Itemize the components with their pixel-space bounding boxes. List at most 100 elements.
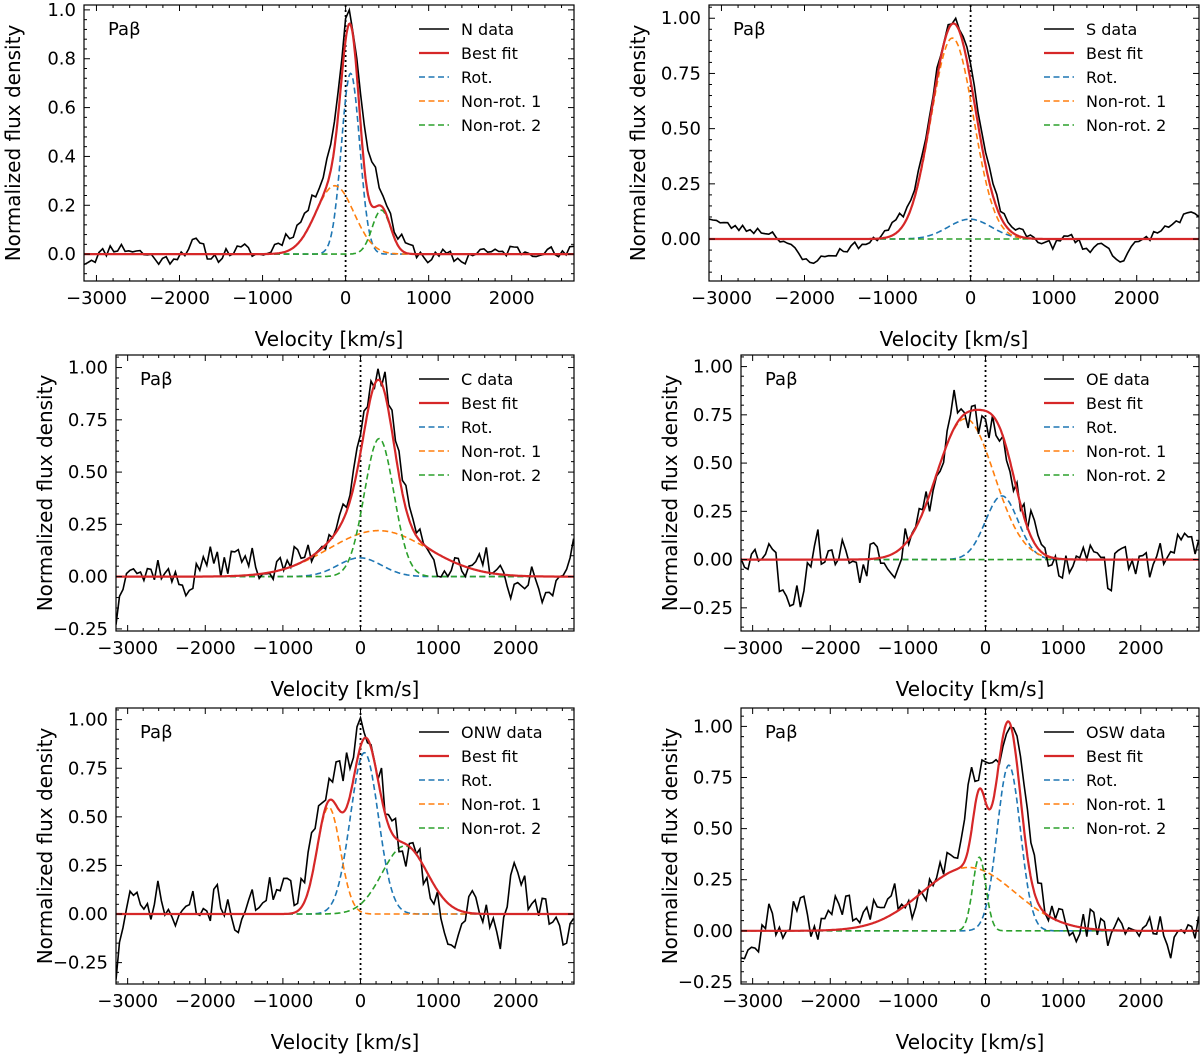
y-tick-label: 0.4 <box>47 146 76 167</box>
panel-4: −3000 −2000 −1000 0 1000 2000 −0.25 0.00 0.25 0.5… <box>658 354 1200 701</box>
legend-label: ONW data <box>461 723 543 742</box>
x-tick-label: 2000 <box>1114 288 1160 309</box>
plot-area <box>116 355 574 631</box>
series-best-fit-line <box>84 22 574 256</box>
legend-label: Non-rot. 2 <box>1086 819 1166 838</box>
y-tick-label: 0.50 <box>661 119 701 140</box>
legend-label: Rot. <box>1086 771 1118 790</box>
panel-5: −3000 −2000 −1000 0 1000 2000 −0.25 0.00 0.25 0.5… <box>33 707 575 1054</box>
y-tick-label: −0.25 <box>53 619 108 640</box>
y-tick-label: 0.25 <box>68 855 108 876</box>
legend-label: OE data <box>1086 370 1150 389</box>
series-data-line <box>741 726 1199 960</box>
x-tick-label: 2000 <box>493 991 539 1012</box>
legend-label: Best fit <box>461 747 518 766</box>
x-axis-label: Velocity [km/s] <box>896 1030 1045 1054</box>
x-tick-label: 1000 <box>1040 638 1086 659</box>
line-annotation: Paβ <box>140 722 173 743</box>
y-tick-label: 0.50 <box>68 807 108 828</box>
series-data-line <box>116 715 574 980</box>
series-best-fit-line <box>741 408 1199 561</box>
legend: N data Best fit Rot. Non-rot. 1 Non-rot. 2 <box>419 20 541 135</box>
legend-label: Rot. <box>461 68 493 87</box>
x-tick-label: 1000 <box>1040 991 1086 1012</box>
line-annotation: Paβ <box>140 369 173 390</box>
y-tick-label: 0.75 <box>661 63 701 84</box>
series-non-rot-2-line <box>84 209 574 255</box>
y-tick-label: 0.25 <box>68 514 108 535</box>
x-tick-label: −1000 <box>252 638 313 659</box>
series-best-fit-line <box>116 378 574 578</box>
series-non-rot-1-line <box>116 529 574 578</box>
panel-6: −3000 −2000 −1000 0 1000 2000 −0.25 0.00 0.25 0.5… <box>658 707 1200 1054</box>
legend-label: Non-rot. 2 <box>461 819 541 838</box>
x-tick-label: 0 <box>980 638 991 659</box>
legend-label: Best fit <box>461 44 518 63</box>
x-axis-label: Velocity [km/s] <box>271 1030 420 1054</box>
x-axis-label: Velocity [km/s] <box>271 677 420 701</box>
series-rot-line <box>709 218 1199 240</box>
legend: ONW data Best fit Rot. Non-rot. 1 Non-rot. 2 <box>419 723 543 838</box>
legend-label: Non-rot. 2 <box>1086 466 1166 485</box>
x-tick-label: 2000 <box>1118 638 1164 659</box>
legend-label: Best fit <box>1086 44 1143 63</box>
legend-label: Non-rot. 2 <box>1086 116 1166 135</box>
x-tick-label: −2000 <box>774 288 835 309</box>
line-annotation: Paβ <box>733 19 766 40</box>
x-tick-label: −1000 <box>857 288 918 309</box>
x-tick-label: −1000 <box>252 991 313 1012</box>
x-tick-label: −2000 <box>800 991 861 1012</box>
x-tick-label: 1000 <box>415 638 461 659</box>
y-tick-label: −0.25 <box>678 972 733 993</box>
y-tick-label: 0.00 <box>68 904 108 925</box>
series-non-rot-2-line <box>741 856 1199 932</box>
y-tick-label: 1.00 <box>68 710 108 731</box>
legend-label: Rot. <box>461 771 493 790</box>
legend-label: Non-rot. 1 <box>461 442 541 461</box>
y-tick-label: 0.0 <box>47 244 76 265</box>
x-tick-label: 1000 <box>406 288 452 309</box>
y-tick-label: 0.25 <box>661 174 701 195</box>
y-tick-label: −0.25 <box>53 953 108 974</box>
legend-label: N data <box>461 20 514 39</box>
legend-label: Non-rot. 1 <box>461 795 541 814</box>
legend-label: Best fit <box>1086 394 1143 413</box>
x-tick-label: 0 <box>980 991 991 1012</box>
x-tick-label: 0 <box>340 288 351 309</box>
plot-area <box>709 5 1199 281</box>
y-tick-label: 0.00 <box>68 567 108 588</box>
x-tick-label: −2000 <box>175 638 236 659</box>
legend-label: Rot. <box>461 418 493 437</box>
x-tick-label: 0 <box>965 288 976 309</box>
y-tick-label: 0.50 <box>693 453 733 474</box>
x-tick-label: −3000 <box>691 288 752 309</box>
x-tick-label: −3000 <box>722 991 783 1012</box>
legend: C data Best fit Rot. Non-rot. 1 Non-rot. 2 <box>419 370 541 485</box>
x-tick-label: −2000 <box>175 991 236 1012</box>
legend: OSW data Best fit Rot. Non-rot. 1 Non-rot. 2 <box>1044 723 1166 838</box>
series-data-line <box>741 389 1199 608</box>
panel-1: −3000 −2000 −1000 0 1000 2000 0.0 0.2 0.4 0.6 0.8 1… <box>1 0 575 351</box>
series-best-fit-line <box>709 22 1199 241</box>
legend-label: Rot. <box>1086 418 1118 437</box>
plot-area <box>116 708 574 984</box>
series-best-fit-line <box>116 736 574 916</box>
y-axis-label: Normalized flux density <box>33 728 57 965</box>
plot-area <box>741 708 1199 984</box>
y-tick-label: 0.50 <box>693 819 733 840</box>
x-tick-label: −1000 <box>877 991 938 1012</box>
x-tick-label: 2000 <box>493 638 539 659</box>
series-rot-line <box>741 764 1199 932</box>
y-tick-label: 1.00 <box>693 357 733 378</box>
y-tick-label: 0.75 <box>693 768 733 789</box>
legend-label: C data <box>461 370 513 389</box>
plot-area <box>84 5 574 281</box>
y-tick-label: 1.00 <box>693 716 733 737</box>
series-data-line <box>709 16 1199 265</box>
series-data-line <box>84 7 574 266</box>
x-tick-label: −3000 <box>66 288 127 309</box>
y-tick-label: 0.2 <box>47 195 76 216</box>
y-tick-label: 0.75 <box>68 758 108 779</box>
x-tick-label: 0 <box>355 991 366 1012</box>
y-tick-label: 1.00 <box>68 358 108 379</box>
